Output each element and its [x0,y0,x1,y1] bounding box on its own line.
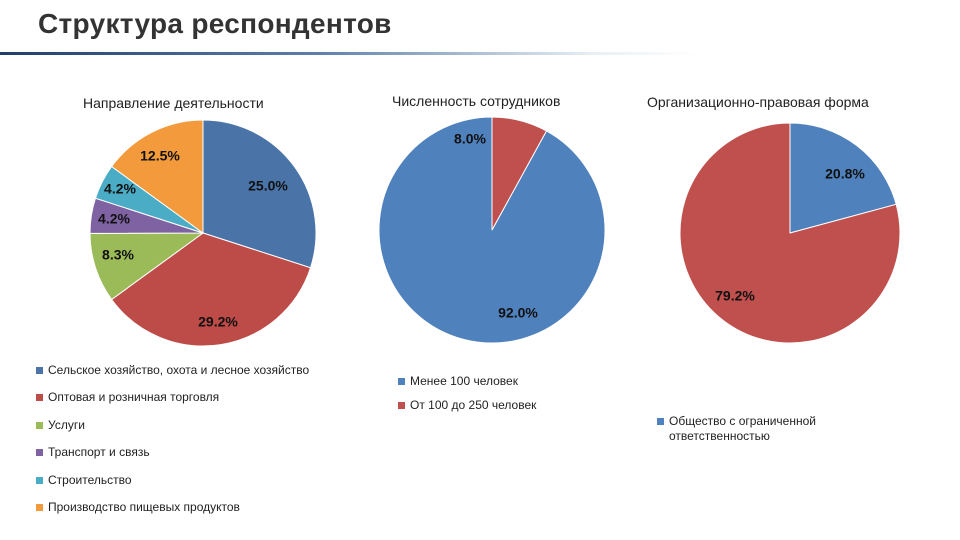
legend-legal-form: Общество с ограниченной ответственностью [657,414,869,444]
data-label-employees-0: 92.0% [498,305,538,321]
legend-swatch [398,402,405,409]
chart-title-employees: Численность сотрудников [392,93,561,109]
page-title: Структура респондентов [38,8,392,39]
data-label-activity-5: 12.5% [140,148,180,164]
legend-label: От 100 до 250 человек [410,398,537,412]
legend-label: Менее 100 человек [410,374,518,388]
legend-label: Общество с ограниченной ответственностью [669,414,816,443]
legend-swatch [36,367,43,374]
data-label-activity-2: 8.3% [102,247,134,263]
legend-swatch [657,418,664,425]
legend-item: Производство пищевых продуктов [36,500,309,515]
legend-label: Транспорт и связь [48,445,150,460]
pie-slice-activity-0 [202,119,317,269]
legend-label: Производство пищевых продуктов [48,499,240,514]
data-label-activity-3: 4.2% [98,211,130,227]
chart-title-legal-form: Организационно-правовая форма [647,94,869,110]
data-label-legal-form-1: 79.2% [715,288,755,304]
legend-item: От 100 до 250 человек [398,398,536,413]
legend-item: Общество с ограниченной ответственностью [657,414,869,444]
chart-title-activity: Направление деятельности [83,95,264,111]
legend-label: Сельское хозяйство, охота и лесное хозяй… [48,363,310,377]
legend-label: Строительство [48,472,132,487]
legend-swatch [36,394,43,402]
data-label-activity-4: 4.2% [104,181,136,197]
legend-item: Оптовая и розничная торговля [36,390,309,405]
data-label-activity-1: 29.2% [198,314,238,330]
legend-swatch [36,449,43,457]
legend-label: Услуги [48,417,85,432]
pie-slice-legal-form-0 [789,122,897,234]
pie-slice-legal-form-1 [679,122,901,344]
legend-item: Менее 100 человек [398,374,536,389]
pie-slice-employees-1 [491,116,548,231]
pie-slice-activity-5 [110,119,204,234]
data-label-employees-1: 8.0% [454,131,486,147]
legend-item: Строительство [36,473,309,488]
legend-swatch [36,503,43,511]
legend-item: Сельское хозяйство, охота и лесное хозяй… [36,363,309,378]
legend-swatch [36,421,43,429]
pie-slice-activity-1 [110,232,312,347]
legend-item: Транспорт и связь [36,445,309,460]
data-label-legal-form-0: 20.8% [825,166,865,182]
legend-swatch [398,378,405,385]
legend-label: Оптовая и розничная торговля [48,390,220,405]
title-divider [0,52,700,55]
legend-employees: Менее 100 человек От 100 до 250 человек [398,374,536,422]
legend-swatch [36,476,43,484]
legend-activity: Сельское хозяйство, охота и лесное хозяй… [36,363,309,527]
legend-item: Услуги [36,418,309,433]
data-label-activity-0: 25.0% [248,178,288,194]
